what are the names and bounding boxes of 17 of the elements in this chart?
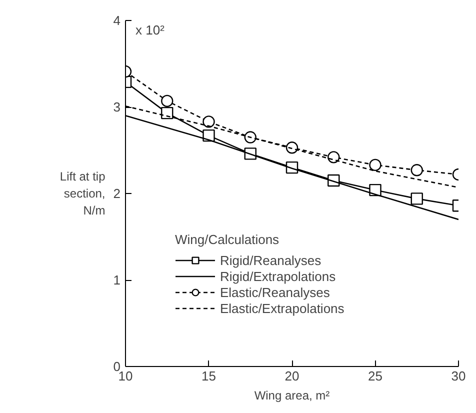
legend-label: Rigid/Extrapolations (220, 268, 336, 284)
y-tick-label: 1 (113, 272, 121, 288)
x-tick-label: 15 (202, 368, 216, 384)
legend-label: Rigid/Reanalyses (220, 252, 322, 268)
y-tick-label: 2 (113, 186, 121, 201)
y-tick-label: 3 (113, 100, 121, 114)
x-tick-label: 30 (451, 368, 466, 384)
legend-label: Elastic/Reanalyses (220, 284, 330, 300)
y-axis-title: Lift at tip section, N/m (60, 170, 106, 218)
x-tick-label: 20 (284, 368, 300, 384)
x-axis-title: Wing area, m² (254, 388, 330, 402)
legend-title: Wing/Calculations (175, 232, 280, 247)
legend-label: Elastic/Extrapolations (220, 300, 344, 316)
annotation: x 10² (136, 22, 166, 38)
y-tick-label: 0 (113, 359, 121, 374)
y-tick-label: 4 (113, 13, 121, 28)
x-tick-label: 25 (368, 368, 382, 384)
